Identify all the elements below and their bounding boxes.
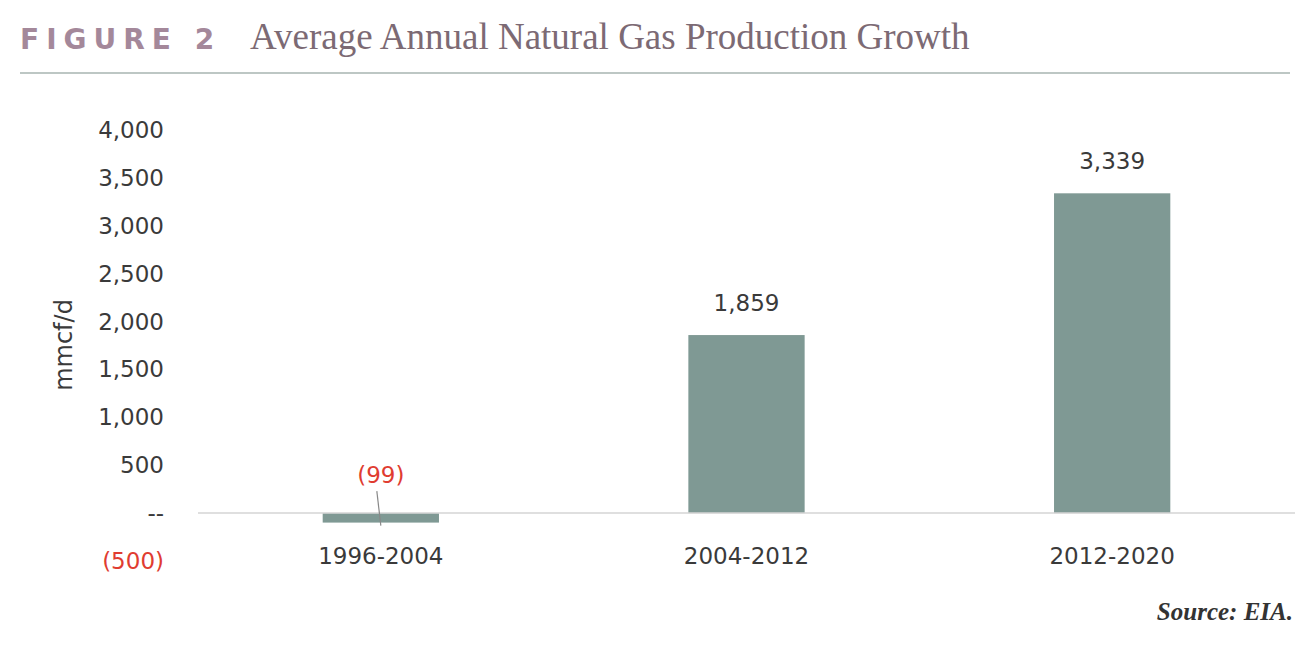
y-tick-label: 2,500 (98, 261, 164, 287)
chart: FIGURE 2 Average Annual Natural Gas Produ… (0, 0, 1314, 646)
y-tick-label: 3,500 (98, 165, 164, 191)
y-tick-label: 500 (120, 452, 164, 478)
y-axis-label: mmcf/d (50, 299, 78, 391)
y-tick-label: 3,000 (98, 213, 164, 239)
figure-label: FIGURE 2 (20, 23, 221, 56)
y-tick-label: 4,000 (98, 117, 164, 143)
y-tick-label: 1,500 (98, 356, 164, 382)
leader-line (377, 491, 381, 525)
data-label: 3,339 (1079, 148, 1145, 174)
data-label: (99) (357, 462, 404, 488)
y-tick-label: (500) (102, 548, 164, 574)
bar (1054, 193, 1170, 513)
x-tick-label: 2004-2012 (684, 543, 809, 569)
y-tick-label: -- (147, 500, 164, 526)
x-tick-label: 1996-2004 (318, 543, 443, 569)
title-rule (20, 72, 1290, 74)
bars (323, 193, 1171, 522)
source: Source: EIA. (1157, 598, 1293, 625)
x-tick-label: 2012-2020 (1049, 543, 1174, 569)
y-tick-label: 2,000 (98, 309, 164, 335)
data-label: 1,859 (714, 290, 780, 316)
bar (688, 335, 804, 513)
y-tick-label: 1,000 (98, 404, 164, 430)
zero-axis (198, 512, 1295, 514)
title: Average Annual Natural Gas Production Gr… (250, 16, 970, 57)
